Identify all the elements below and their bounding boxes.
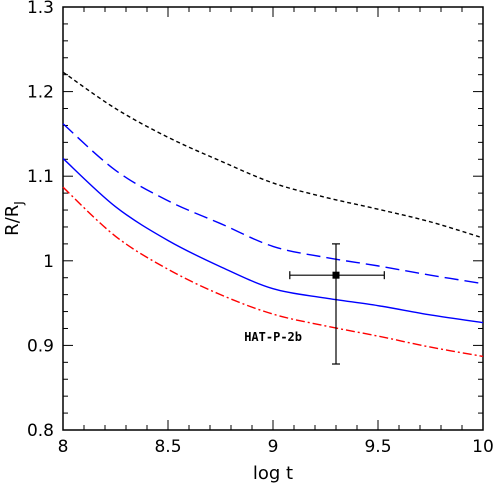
y-axis-label-subscript: J xyxy=(12,201,26,206)
y-tick-label: 0.9 xyxy=(27,336,54,356)
series-line-1 xyxy=(62,71,484,239)
data-points: HAT-P-2b xyxy=(244,243,385,365)
y-tick-label: 1.3 xyxy=(27,0,54,18)
plot-frame xyxy=(62,6,484,431)
data-point-group: HAT-P-2b xyxy=(244,243,385,365)
y-tick-label: 1 xyxy=(43,252,54,272)
data-point-label: HAT-P-2b xyxy=(244,330,302,344)
x-axis-label: log t xyxy=(253,463,293,484)
x-tick-label: 8 xyxy=(58,437,69,457)
series-line-3 xyxy=(62,157,484,324)
x-tick-label: 8.5 xyxy=(154,437,181,457)
x-tick-label: 10 xyxy=(472,437,494,457)
series-lines xyxy=(62,71,484,358)
y-tick-label: 1.1 xyxy=(27,167,54,187)
x-tick-label: 9.5 xyxy=(364,437,391,457)
y-tick-label: 0.8 xyxy=(27,421,54,441)
data-point-marker xyxy=(332,271,340,279)
axis-tick-labels: 8 8.5 9 9.5 10 0.8 0.9 1 1.1 1.2 1.3 xyxy=(27,0,494,457)
y-axis-label-main: R/R xyxy=(2,205,23,236)
x-tick-label: 9 xyxy=(268,437,279,457)
series-line-4 xyxy=(62,186,484,358)
y-axis-label: R/RJ xyxy=(2,201,26,236)
axis-ticks xyxy=(62,6,484,431)
y-tick-label: 1.2 xyxy=(27,83,54,103)
series-line-2 xyxy=(62,123,484,285)
